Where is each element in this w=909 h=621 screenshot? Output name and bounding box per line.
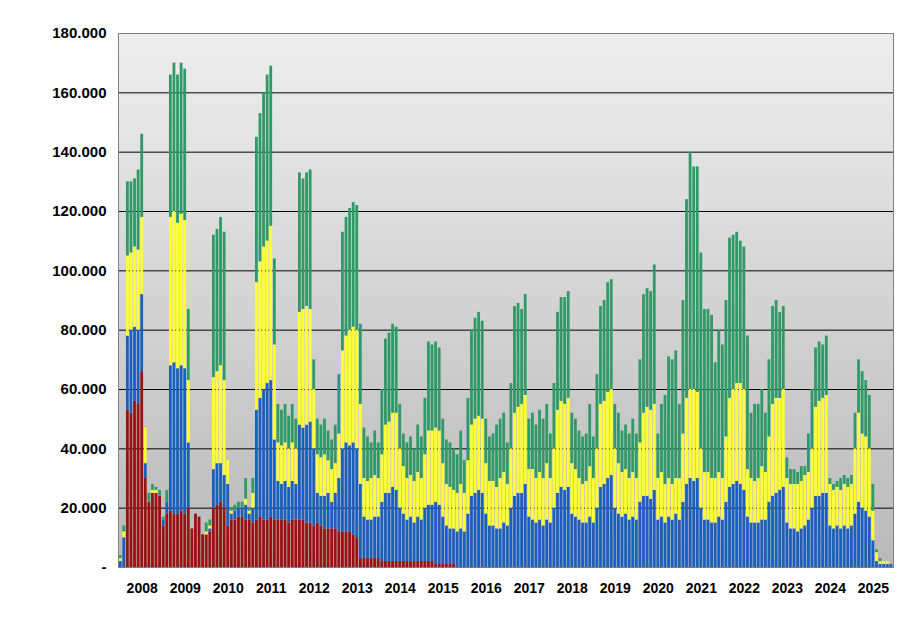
svg-text:180.000: 180.000 (52, 24, 106, 41)
svg-text:2025: 2025 (858, 580, 889, 596)
svg-text:40.000: 40.000 (61, 440, 107, 457)
svg-text:2023: 2023 (772, 580, 803, 596)
svg-text:2016: 2016 (471, 580, 502, 596)
svg-text:2010: 2010 (213, 580, 244, 596)
svg-text:2008: 2008 (127, 580, 158, 596)
svg-text:100.000: 100.000 (52, 262, 106, 279)
svg-text:20.000: 20.000 (61, 499, 107, 516)
svg-text:60.000: 60.000 (61, 380, 107, 397)
svg-text:2018: 2018 (557, 580, 588, 596)
svg-text:2015: 2015 (428, 580, 459, 596)
svg-text:140.000: 140.000 (52, 143, 106, 160)
svg-text:2013: 2013 (342, 580, 373, 596)
svg-text:-: - (102, 558, 107, 575)
svg-text:2020: 2020 (643, 580, 674, 596)
svg-text:2014: 2014 (385, 580, 416, 596)
svg-text:160.000: 160.000 (52, 84, 106, 101)
svg-text:2017: 2017 (514, 580, 545, 596)
svg-text:2009: 2009 (170, 580, 201, 596)
svg-text:2024: 2024 (815, 580, 846, 596)
svg-text:2019: 2019 (600, 580, 631, 596)
svg-text:2021: 2021 (686, 580, 717, 596)
svg-text:120.000: 120.000 (52, 202, 106, 219)
svg-text:2022: 2022 (729, 580, 760, 596)
svg-text:80.000: 80.000 (61, 321, 107, 338)
svg-text:2011: 2011 (256, 580, 287, 596)
svg-text:2012: 2012 (299, 580, 330, 596)
